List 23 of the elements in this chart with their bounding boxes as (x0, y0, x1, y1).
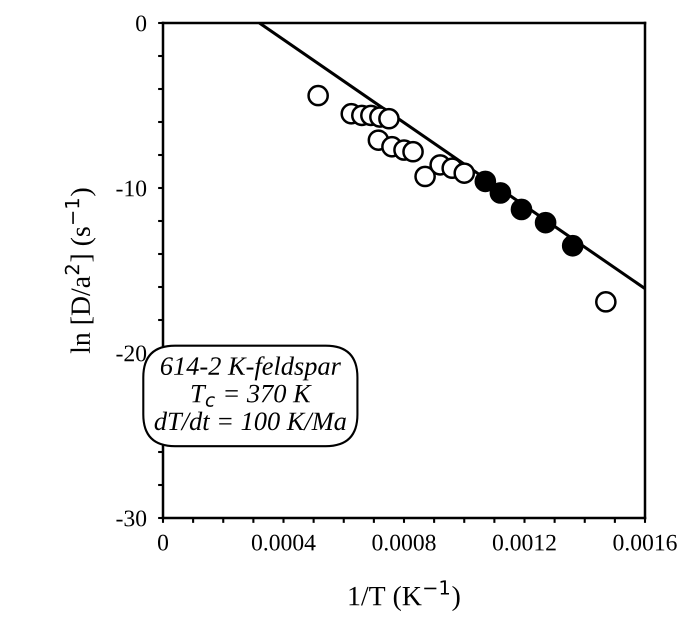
x-axis-title: 1/T (K$^{−1}$) (350, 580, 460, 612)
point (562, 234, 584, 257)
x-tick-label: 0.0016 (613, 534, 677, 551)
y-tick-label: -20 (116, 345, 146, 362)
point (534, 212, 556, 234)
point (453, 162, 476, 184)
point (595, 291, 617, 313)
y-tick-label: -30 (116, 510, 146, 526)
y-tick-label: -10 (116, 180, 146, 196)
x-tick-label: 0.0012 (492, 534, 556, 551)
x-tick-label: 0.0004 (252, 534, 316, 551)
point (414, 166, 436, 188)
y-axis-title: ln [D/a$^{2}$] (s$^{−1}$) (64, 188, 96, 354)
annotation: 614-2 K-feldspar T$_{c}$ = 370 K dT/dt = 100 K/Ma (154, 356, 346, 430)
point (378, 108, 400, 130)
point (402, 140, 424, 163)
point (490, 182, 512, 204)
x-tick-label: 0 (158, 534, 168, 551)
point (474, 170, 496, 192)
point (510, 198, 532, 220)
y-tick-label: 0 (136, 15, 146, 32)
x-tick-label: 0.0008 (372, 534, 436, 551)
point (307, 84, 329, 106)
